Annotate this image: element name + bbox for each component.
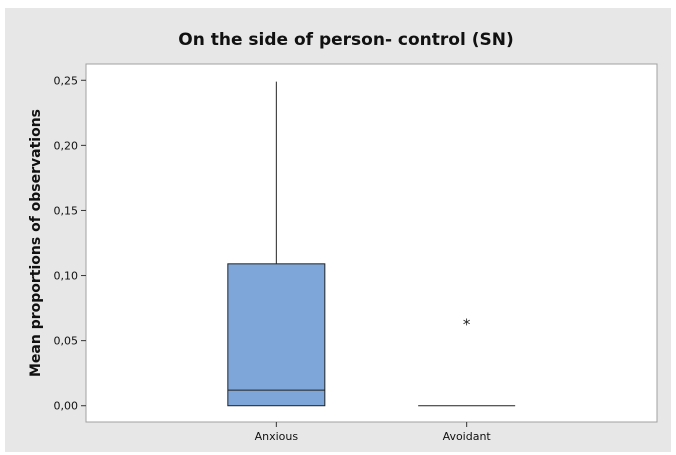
x-axis: Anxious Avoidant [255,422,492,443]
box-group-anxious [227,81,326,407]
x-category-label: Avoidant [443,430,492,443]
y-axis: 0,00 0,05 0,10 0,15 0,20 0,25 [54,74,86,413]
y-tick-label: 0,05 [54,335,79,348]
outlier-point: * [463,316,471,334]
box-plot-marks: * [227,81,516,407]
chart-title: On the side of person- control (SN) [178,30,513,50]
y-axis-label: Mean proportions of observations [28,109,44,377]
y-tick-label: 0,10 [54,270,79,283]
y-tick-label: 0,00 [54,400,79,413]
box-group-avoidant: * [418,316,516,407]
plot-area [85,63,658,423]
y-tick-label: 0,15 [54,204,79,217]
x-category-label: Anxious [255,430,299,443]
box [227,263,326,407]
y-tick-label: 0,20 [54,139,79,152]
y-tick-label: 0,25 [54,74,79,87]
